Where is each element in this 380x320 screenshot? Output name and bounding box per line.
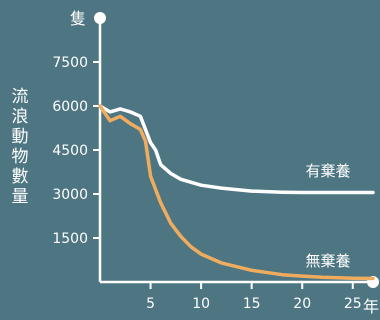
x-tick-label: 25: [344, 296, 362, 312]
y-axis-title-char: 動: [12, 127, 29, 147]
y-unit-label: 隻: [70, 9, 86, 28]
y-tick-label: 6000: [52, 99, 88, 115]
y-tick-label: 7500: [52, 55, 88, 71]
series-line: [98, 104, 375, 195]
x-tick-label: 20: [293, 296, 311, 312]
y-tick-label: 3000: [52, 187, 88, 203]
y-axis-title-char: 數: [12, 167, 29, 187]
x-tick-label: 15: [243, 296, 261, 312]
y-tick-label: 1500: [52, 231, 88, 247]
y-axis-title-char: 量: [12, 187, 29, 207]
y-axis-title-char: 物: [12, 147, 29, 167]
series-label: 有棄養: [305, 162, 350, 180]
x-unit-label: 年: [363, 297, 379, 316]
series-line: [98, 104, 375, 281]
x-tick-label: 5: [146, 296, 155, 312]
x-tick-label: 10: [192, 296, 210, 312]
y-axis-title-char: 浪: [12, 107, 29, 127]
series-label: 無棄養: [305, 252, 350, 270]
y-axis-title-char: 流: [12, 87, 29, 107]
y-tick-label: 4500: [52, 143, 88, 159]
y-axis-end-dot: [94, 12, 106, 24]
